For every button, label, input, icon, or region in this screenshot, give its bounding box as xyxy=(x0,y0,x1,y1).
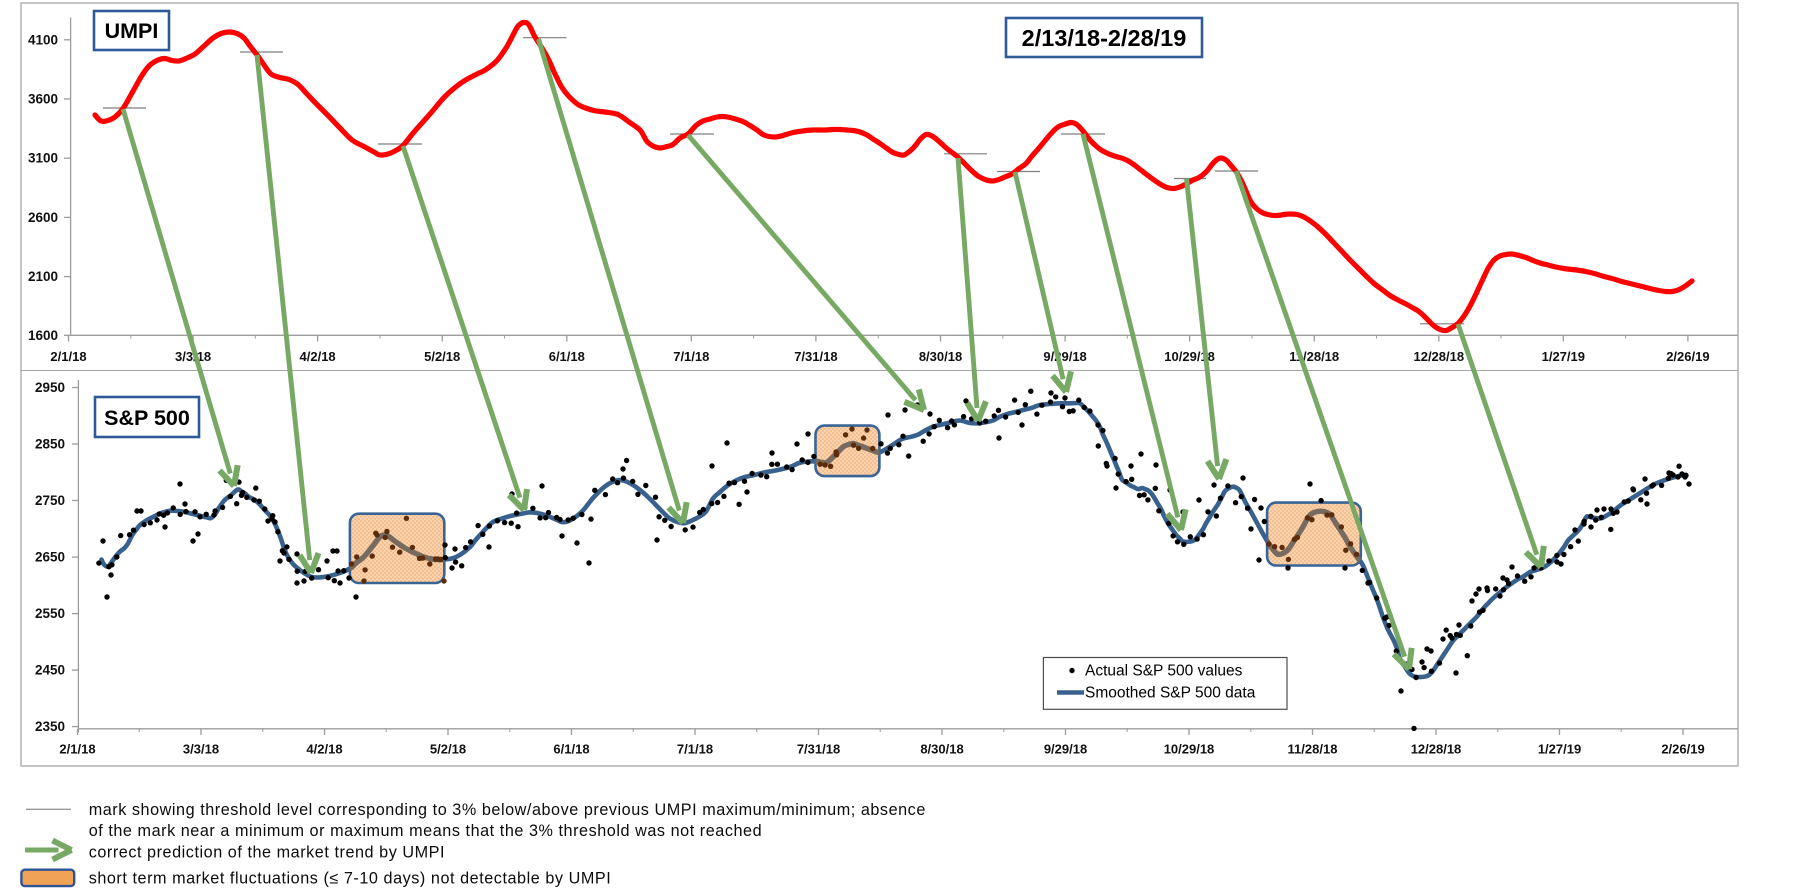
svg-text:7/1/18: 7/1/18 xyxy=(677,742,713,757)
svg-text:2/1/18: 2/1/18 xyxy=(50,349,86,364)
svg-text:4100: 4100 xyxy=(28,32,58,47)
svg-text:of the mark near a minimum or: of the mark near a minimum or maximum me… xyxy=(89,822,762,840)
svg-text:1600: 1600 xyxy=(28,328,58,343)
svg-text:short term market fluctuations: short term market fluctuations (≤ 7-10 d… xyxy=(89,870,612,888)
svg-text:3/3/18: 3/3/18 xyxy=(175,349,211,364)
svg-text:6/1/18: 6/1/18 xyxy=(553,742,589,757)
svg-text:2350: 2350 xyxy=(35,719,65,734)
svg-text:8/30/18: 8/30/18 xyxy=(919,349,962,364)
svg-text:Actual S&P 500 values: Actual S&P 500 values xyxy=(1085,663,1243,680)
svg-text:S&P 500: S&P 500 xyxy=(104,406,190,430)
svg-text:2450: 2450 xyxy=(35,663,65,678)
svg-text:correct prediction of the mark: correct prediction of the market trend b… xyxy=(89,844,445,862)
svg-text:3600: 3600 xyxy=(28,92,58,107)
svg-text:2950: 2950 xyxy=(35,380,65,395)
svg-text:2550: 2550 xyxy=(35,606,65,621)
svg-text:1/27/19: 1/27/19 xyxy=(1542,349,1585,364)
svg-text:2850: 2850 xyxy=(35,437,65,452)
svg-text:10/29/18: 10/29/18 xyxy=(1164,742,1215,757)
svg-text:12/28/18: 12/28/18 xyxy=(1413,349,1464,364)
svg-text:7/1/18: 7/1/18 xyxy=(673,349,709,364)
svg-text:5/2/18: 5/2/18 xyxy=(424,349,460,364)
svg-text:UMPI: UMPI xyxy=(105,19,159,43)
svg-text:10/29/18: 10/29/18 xyxy=(1164,349,1215,364)
svg-text:2750: 2750 xyxy=(35,493,65,508)
svg-text:2/26/19: 2/26/19 xyxy=(1666,349,1709,364)
svg-text:1/27/19: 1/27/19 xyxy=(1538,742,1581,757)
svg-text:12/28/18: 12/28/18 xyxy=(1411,742,1462,757)
svg-text:3/3/18: 3/3/18 xyxy=(183,742,219,757)
svg-text:8/30/18: 8/30/18 xyxy=(920,742,963,757)
svg-text:7/31/18: 7/31/18 xyxy=(794,349,837,364)
svg-text:2600: 2600 xyxy=(28,210,58,225)
svg-text:Smoothed S&P 500 data: Smoothed S&P 500 data xyxy=(1085,685,1256,702)
svg-text:9/29/18: 9/29/18 xyxy=(1044,742,1087,757)
svg-text:2/26/19: 2/26/19 xyxy=(1661,742,1704,757)
svg-text:5/2/18: 5/2/18 xyxy=(430,742,466,757)
svg-text:6/1/18: 6/1/18 xyxy=(549,349,585,364)
svg-text:4/2/18: 4/2/18 xyxy=(300,349,336,364)
svg-text:7/31/18: 7/31/18 xyxy=(797,742,840,757)
svg-text:mark showing threshold level c: mark showing threshold level correspondi… xyxy=(89,801,926,819)
svg-text:2100: 2100 xyxy=(28,269,58,284)
svg-text:2/13/18-2/28/19: 2/13/18-2/28/19 xyxy=(1022,25,1187,51)
svg-text:4/2/18: 4/2/18 xyxy=(306,742,342,757)
svg-text:3100: 3100 xyxy=(28,151,58,166)
svg-text:2/1/18: 2/1/18 xyxy=(59,742,95,757)
svg-text:11/28/18: 11/28/18 xyxy=(1288,742,1338,757)
svg-text:9/29/18: 9/29/18 xyxy=(1043,349,1086,364)
svg-text:2650: 2650 xyxy=(35,550,65,565)
